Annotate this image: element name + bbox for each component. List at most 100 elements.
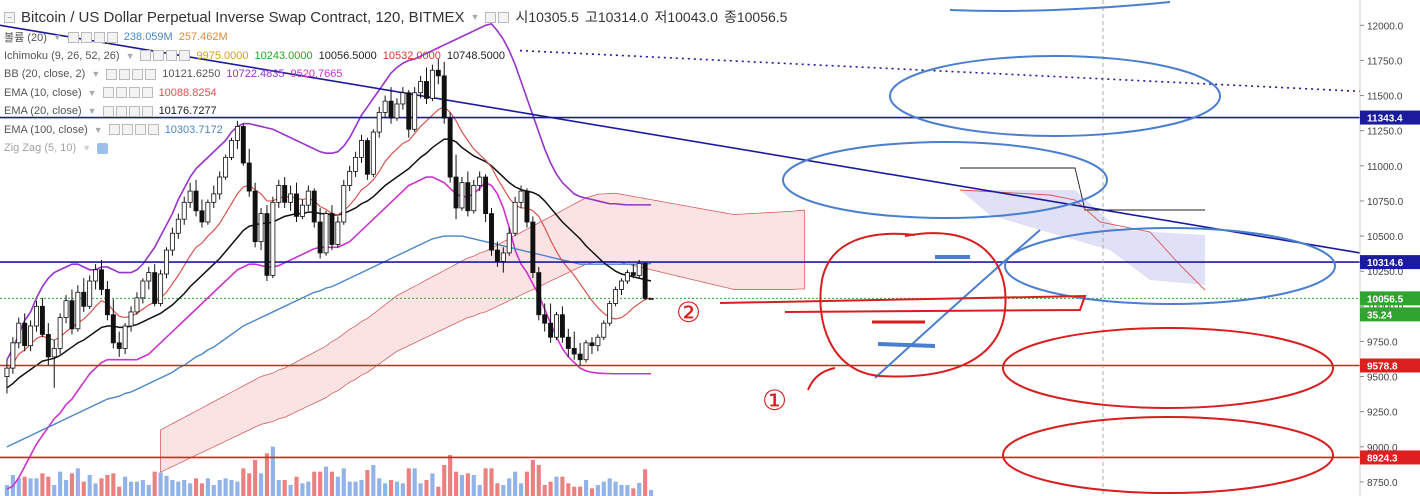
axis-tick-label: 11250.0	[1367, 127, 1403, 138]
eye-icon[interactable]	[108, 124, 120, 136]
eye-icon[interactable]	[97, 142, 109, 154]
chevron-down-icon[interactable]: ▼	[125, 50, 135, 61]
candle-body	[412, 92, 418, 130]
close-icon[interactable]	[179, 50, 191, 62]
plus-icon[interactable]	[128, 105, 140, 117]
close-icon[interactable]	[141, 105, 153, 117]
plus-icon[interactable]	[128, 87, 140, 99]
plus-icon[interactable]	[134, 124, 146, 136]
indicator-value: 10056.5000	[318, 49, 377, 62]
red-circle-main	[819, 232, 1007, 378]
indicator-value: 257.462M	[178, 31, 228, 44]
candle-body	[164, 249, 169, 275]
chevron-down-icon[interactable]: ▼	[470, 12, 480, 22]
volume-bar	[4, 485, 10, 496]
settings-icon[interactable]	[153, 50, 165, 62]
settings-icon[interactable]	[115, 105, 127, 117]
plus-icon[interactable]	[93, 31, 105, 43]
indicator-name: EMA (20, close)	[4, 105, 82, 118]
indicator-row[interactable]: 볼륨 (20) ▼ 238.059M 257.462M	[4, 28, 787, 47]
candle-body	[607, 303, 613, 324]
indicator-value: 10722.4835	[226, 68, 285, 81]
blue-mark-low	[877, 342, 936, 348]
volume-bar	[264, 453, 270, 496]
settings-icon[interactable]	[115, 87, 127, 99]
price-label-text: 11343.4	[1367, 114, 1403, 125]
price-label-0: 11343.4	[1360, 110, 1420, 125]
settings-icon[interactable]	[80, 31, 92, 43]
candle-body	[494, 249, 500, 262]
eye-icon[interactable]	[67, 31, 79, 43]
chevron-down-icon[interactable]: ▼	[82, 143, 92, 154]
indicator-value: 10303.7172	[164, 123, 223, 136]
close-icon[interactable]	[147, 124, 159, 136]
close-icon[interactable]	[106, 31, 118, 43]
eye-icon[interactable]	[102, 87, 114, 99]
candle-body	[57, 317, 63, 349]
ema10-line	[6, 106, 652, 372]
close-icon[interactable]	[498, 11, 510, 23]
settings-icon[interactable]	[485, 11, 497, 23]
volume-bar	[312, 471, 317, 496]
volume-bar	[353, 481, 358, 496]
eye-icon[interactable]	[102, 105, 114, 117]
candle-body	[181, 201, 187, 220]
settings-icon[interactable]	[121, 124, 133, 136]
indicator-controls	[108, 124, 159, 136]
indicator-row[interactable]: Ichimoku (9, 26, 52, 26) ▼ 9975.0000 10243.…	[4, 47, 787, 66]
axis-tick-label: 10750.0	[1367, 197, 1404, 208]
eye-icon[interactable]	[106, 68, 118, 80]
eye-icon[interactable]	[140, 50, 152, 62]
candle-body	[270, 201, 276, 276]
candle-body	[45, 334, 51, 358]
volume-bar	[188, 483, 193, 496]
chevron-down-icon[interactable]: ▼	[93, 124, 103, 135]
chevron-down-icon[interactable]: ▼	[91, 69, 101, 80]
indicator-controls	[102, 87, 153, 99]
red-stroke	[807, 367, 836, 391]
candle-body	[199, 210, 205, 223]
candle-body	[335, 221, 341, 245]
indicator-row[interactable]: EMA (100, close) ▼ 10303.7172	[4, 121, 787, 140]
candle-body	[234, 126, 240, 141]
price-labels: 11343.4 10314.6 10056.5 35.24 9578.8 8924.3	[1360, 110, 1420, 465]
bb-lower-line	[6, 176, 652, 490]
close-icon[interactable]	[141, 87, 153, 99]
indicator-value: 10176.7277	[158, 105, 217, 118]
blue-ellipse-low	[1004, 227, 1336, 305]
blue-uptrend-stroke	[874, 229, 1041, 379]
indicator-controls	[67, 31, 118, 43]
candle-body	[559, 314, 565, 338]
close-icon[interactable]	[145, 68, 157, 80]
plus-icon[interactable]	[132, 68, 144, 80]
candle-body	[122, 325, 128, 349]
price-axis[interactable]: 12000.0 11750.0 11500.0 11250.0 11000.0 10750…	[1359, 0, 1420, 496]
volume-bar	[560, 476, 565, 496]
axis-tick-label: 9500.0	[1367, 373, 1398, 384]
chart-title: Bitcoin / US Dollar Perpetual Inverse Sw…	[21, 8, 465, 26]
volume-bar	[365, 470, 370, 496]
indicator-row[interactable]: BB (20, close, 2) ▼ 10121.6250 10722.4835 95…	[4, 65, 787, 84]
collapse-icon[interactable]: −	[4, 11, 15, 23]
settings-icon[interactable]	[119, 68, 131, 80]
price-label-3: 35.24	[1360, 307, 1420, 322]
volume-bar	[536, 465, 541, 496]
indicator-value: 10088.8254	[158, 86, 217, 99]
volume-bar	[430, 473, 435, 496]
chevron-down-icon[interactable]: ▼	[87, 106, 97, 117]
indicator-row[interactable]: EMA (20, close) ▼ 10176.7277	[4, 102, 787, 121]
ohlc-high: 고10314.0	[584, 9, 649, 25]
chevron-down-icon[interactable]: ▼	[52, 32, 62, 43]
plus-icon[interactable]	[166, 50, 178, 62]
chevron-down-icon[interactable]: ▼	[87, 87, 97, 98]
candle-body	[63, 300, 69, 318]
volume-bar	[631, 488, 636, 496]
indicator-row[interactable]: EMA (10, close) ▼ 10088.8254	[4, 84, 787, 103]
indicator-row[interactable]: Zig Zag (5, 10) ▼	[4, 139, 787, 158]
candle-body	[299, 204, 305, 217]
candle-body	[288, 193, 294, 203]
volume-bar	[300, 483, 305, 496]
volume-bar	[335, 476, 340, 496]
